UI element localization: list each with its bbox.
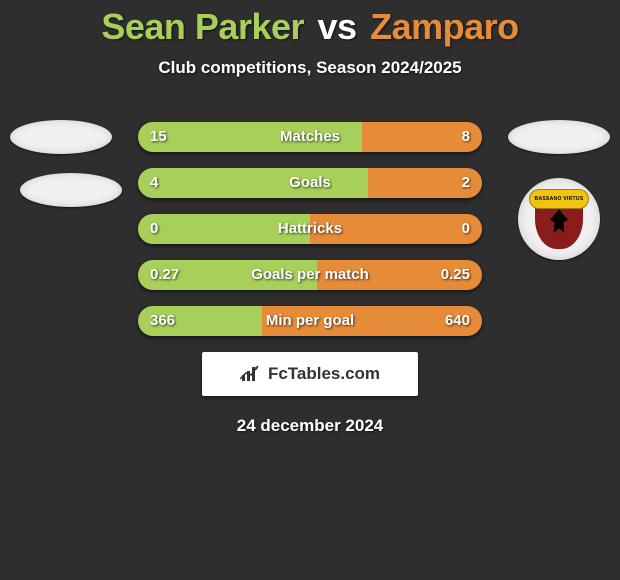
player2-name: Zamparo: [370, 6, 519, 47]
stat-row: 366640Min per goal: [138, 306, 482, 336]
attribution-text: FcTables.com: [268, 364, 380, 384]
club-crest: BASSANO VIRTUS: [529, 189, 589, 249]
stat-label: Hattricks: [138, 214, 482, 244]
subtitle: Club competitions, Season 2024/2025: [0, 58, 620, 78]
stat-label: Goals: [138, 168, 482, 198]
stat-label: Min per goal: [138, 306, 482, 336]
vs-separator: vs: [318, 6, 357, 47]
badge-left-top: [10, 120, 112, 154]
stat-row: 0.270.25Goals per match: [138, 260, 482, 290]
badge-right-bottom: BASSANO VIRTUS: [518, 178, 600, 260]
crest-banner-text: BASSANO VIRTUS: [535, 197, 584, 202]
badge-left-bottom: [20, 173, 122, 207]
badge-right-top: [508, 120, 610, 154]
stat-row: 42Goals: [138, 168, 482, 198]
crest-banner: BASSANO VIRTUS: [529, 189, 589, 209]
player1-name: Sean Parker: [101, 6, 304, 47]
stat-label: Matches: [138, 122, 482, 152]
comparison-widget: Sean Parker vs Zamparo Club competitions…: [0, 0, 620, 580]
stat-label: Goals per match: [138, 260, 482, 290]
attribution-brand: FcTables.com: [240, 364, 380, 384]
attribution-box: FcTables.com: [202, 352, 418, 396]
date-text: 24 december 2024: [0, 416, 620, 436]
page-title: Sean Parker vs Zamparo: [0, 0, 620, 48]
stat-row: 00Hattricks: [138, 214, 482, 244]
chart-icon: [240, 365, 262, 383]
stat-row: 158Matches: [138, 122, 482, 152]
